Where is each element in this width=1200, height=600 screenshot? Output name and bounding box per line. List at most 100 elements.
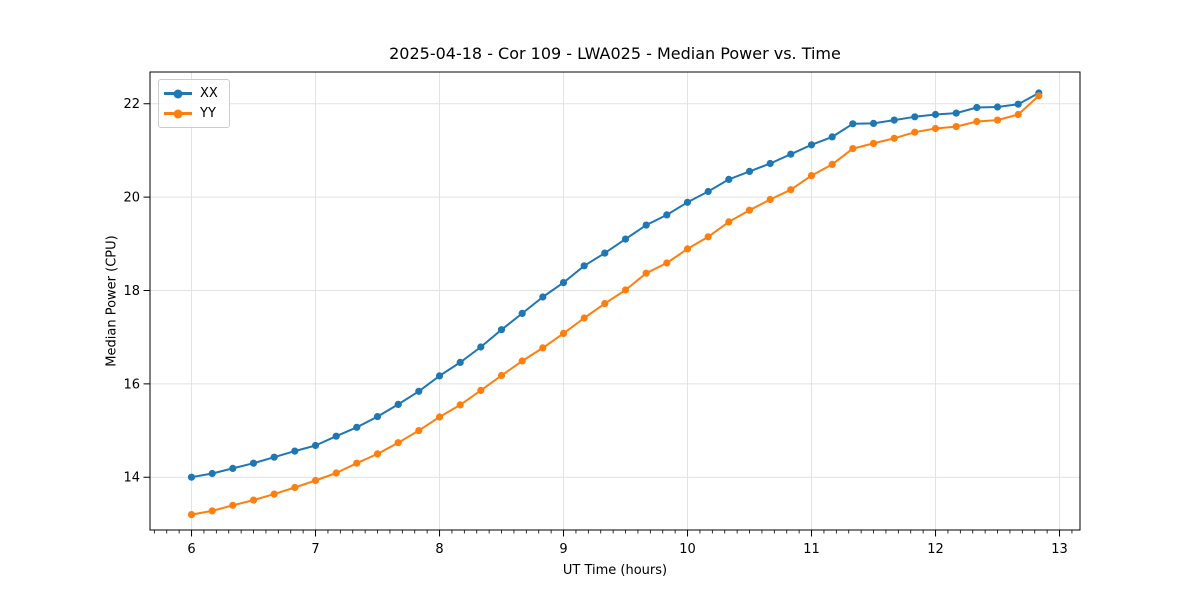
data-point-yy	[787, 186, 795, 194]
axes-frame	[149, 71, 1081, 531]
data-point-xx	[270, 453, 278, 461]
data-point-xx	[477, 343, 485, 351]
legend-dot-icon	[173, 89, 183, 98]
x-tick-label: 6	[187, 542, 195, 557]
data-point-yy	[415, 427, 423, 435]
data-point-xx	[291, 447, 299, 455]
x-tick-label: 10	[679, 542, 696, 557]
data-point-yy	[931, 124, 940, 133]
data-point-yy	[766, 195, 774, 204]
data-point-xx	[807, 141, 816, 149]
data-point-yy	[559, 329, 568, 337]
data-point-yy	[911, 128, 919, 136]
data-point-xx	[559, 279, 568, 287]
data-point-yy	[456, 401, 464, 409]
data-point-yy	[1014, 110, 1022, 119]
data-point-xx	[1014, 100, 1022, 108]
legend-label-xx: XX	[200, 86, 218, 101]
chart-title: 2025-04-18 - Cor 109 - LWA025 - Median P…	[389, 44, 841, 63]
x-tick-label: 7	[311, 542, 319, 557]
data-point-yy	[249, 496, 258, 504]
data-point-yy	[683, 245, 692, 253]
data-point-xx	[704, 187, 712, 196]
data-point-yy	[807, 172, 816, 180]
data-point-yy	[663, 259, 671, 267]
data-point-xx	[497, 326, 506, 334]
data-point-xx	[394, 400, 402, 408]
data-point-yy	[187, 510, 196, 519]
data-point-yy	[952, 123, 960, 131]
data-point-xx	[849, 120, 857, 128]
data-point-xx	[435, 372, 444, 380]
data-point-xx	[663, 211, 671, 219]
legend-line-sample-icon	[164, 109, 192, 118]
data-point-yy	[291, 483, 299, 492]
data-point-yy	[332, 469, 340, 477]
y-tick-label: 22	[123, 97, 140, 112]
data-point-xx	[725, 175, 733, 183]
data-point-xx	[456, 358, 464, 366]
data-point-yy	[973, 117, 981, 126]
data-point-xx	[332, 432, 340, 440]
data-point-xx	[911, 113, 919, 121]
data-point-yy	[580, 314, 588, 322]
data-point-yy	[477, 386, 485, 394]
data-point-xx	[249, 459, 258, 467]
data-point-xx	[311, 441, 320, 450]
data-point-xx	[539, 293, 547, 301]
y-axis-label: Median Power (CPU)	[104, 235, 120, 367]
x-tick-label: 13	[1051, 542, 1068, 557]
data-point-xx	[601, 249, 609, 257]
series-line-xx	[191, 92, 1040, 479]
data-point-xx	[973, 103, 981, 112]
legend-item-yy: YY	[164, 104, 218, 123]
data-point-yy	[993, 116, 1002, 124]
data-point-yy	[725, 218, 733, 226]
data-point-yy	[621, 286, 630, 294]
data-point-yy	[1035, 92, 1043, 100]
data-point-xx	[890, 116, 898, 124]
data-point-yy	[208, 507, 216, 515]
data-point-xx	[580, 262, 588, 270]
data-point-yy	[828, 160, 836, 168]
data-point-xx	[787, 150, 795, 158]
data-point-xx	[952, 109, 960, 117]
data-point-yy	[311, 476, 320, 485]
data-point-xx	[621, 235, 630, 243]
data-point-xx	[642, 221, 650, 229]
data-point-yy	[435, 413, 444, 421]
legend: XX YY	[158, 79, 230, 128]
data-point-yy	[518, 357, 526, 365]
data-point-yy	[849, 145, 857, 153]
data-point-yy	[353, 459, 361, 467]
data-point-yy	[704, 233, 712, 241]
data-point-xx	[415, 387, 423, 395]
x-tick-label: 9	[559, 542, 567, 557]
data-point-xx	[353, 423, 361, 431]
data-point-xx	[993, 103, 1002, 111]
data-point-xx	[869, 119, 878, 127]
data-point-xx	[373, 413, 382, 421]
data-point-yy	[497, 371, 506, 380]
data-point-xx	[931, 110, 940, 119]
data-point-xx	[828, 133, 836, 141]
x-tick-label: 8	[435, 542, 443, 557]
legend-dot-icon	[173, 109, 183, 118]
data-point-xx	[745, 167, 754, 175]
data-point-xx	[518, 309, 526, 317]
data-point-yy	[745, 206, 754, 214]
data-point-yy	[270, 490, 278, 498]
series-line-yy	[191, 95, 1040, 516]
y-tick-label: 14	[123, 471, 140, 486]
data-point-yy	[539, 344, 547, 352]
y-tick-label: 18	[123, 284, 140, 299]
data-point-yy	[394, 439, 402, 447]
legend-label-yy: YY	[200, 106, 216, 121]
data-point-xx	[229, 464, 237, 472]
data-point-xx	[187, 473, 196, 481]
x-axis-label: UT Time (hours)	[562, 563, 668, 578]
x-tick-label: 12	[927, 542, 944, 557]
legend-item-xx: XX	[164, 84, 218, 103]
